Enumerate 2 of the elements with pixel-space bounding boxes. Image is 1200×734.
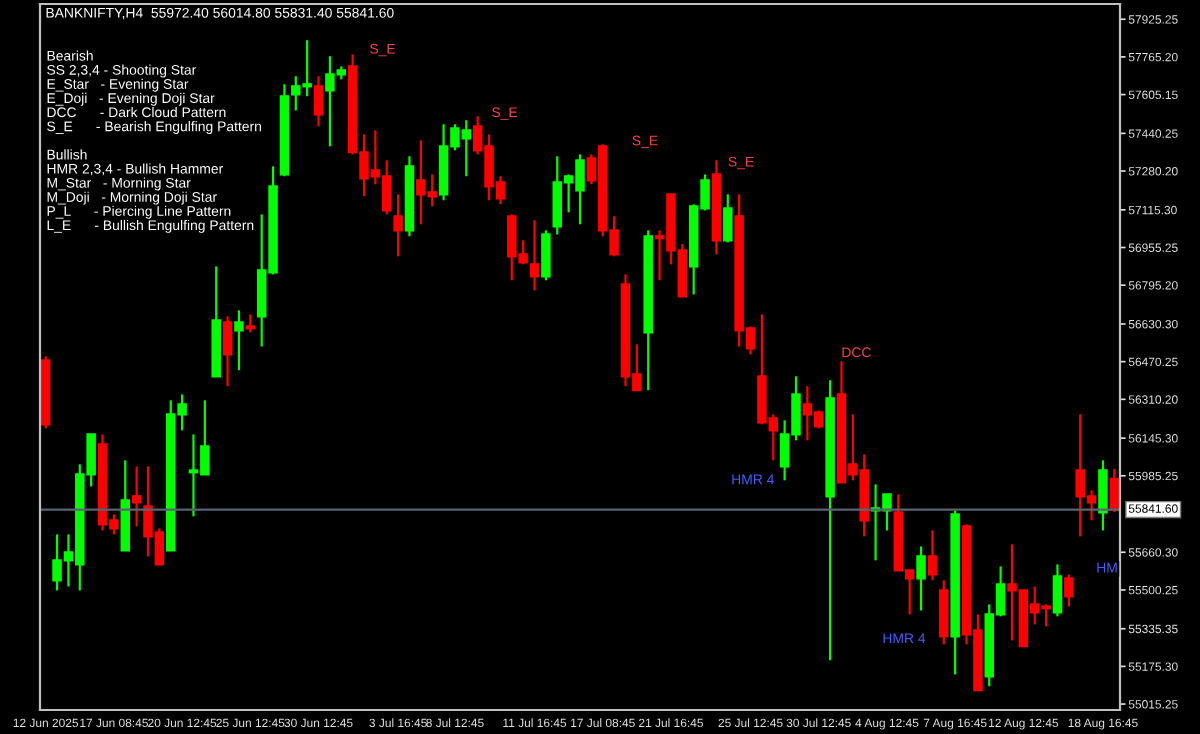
candlestick: [234, 309, 244, 372]
candlestick: [393, 193, 403, 258]
